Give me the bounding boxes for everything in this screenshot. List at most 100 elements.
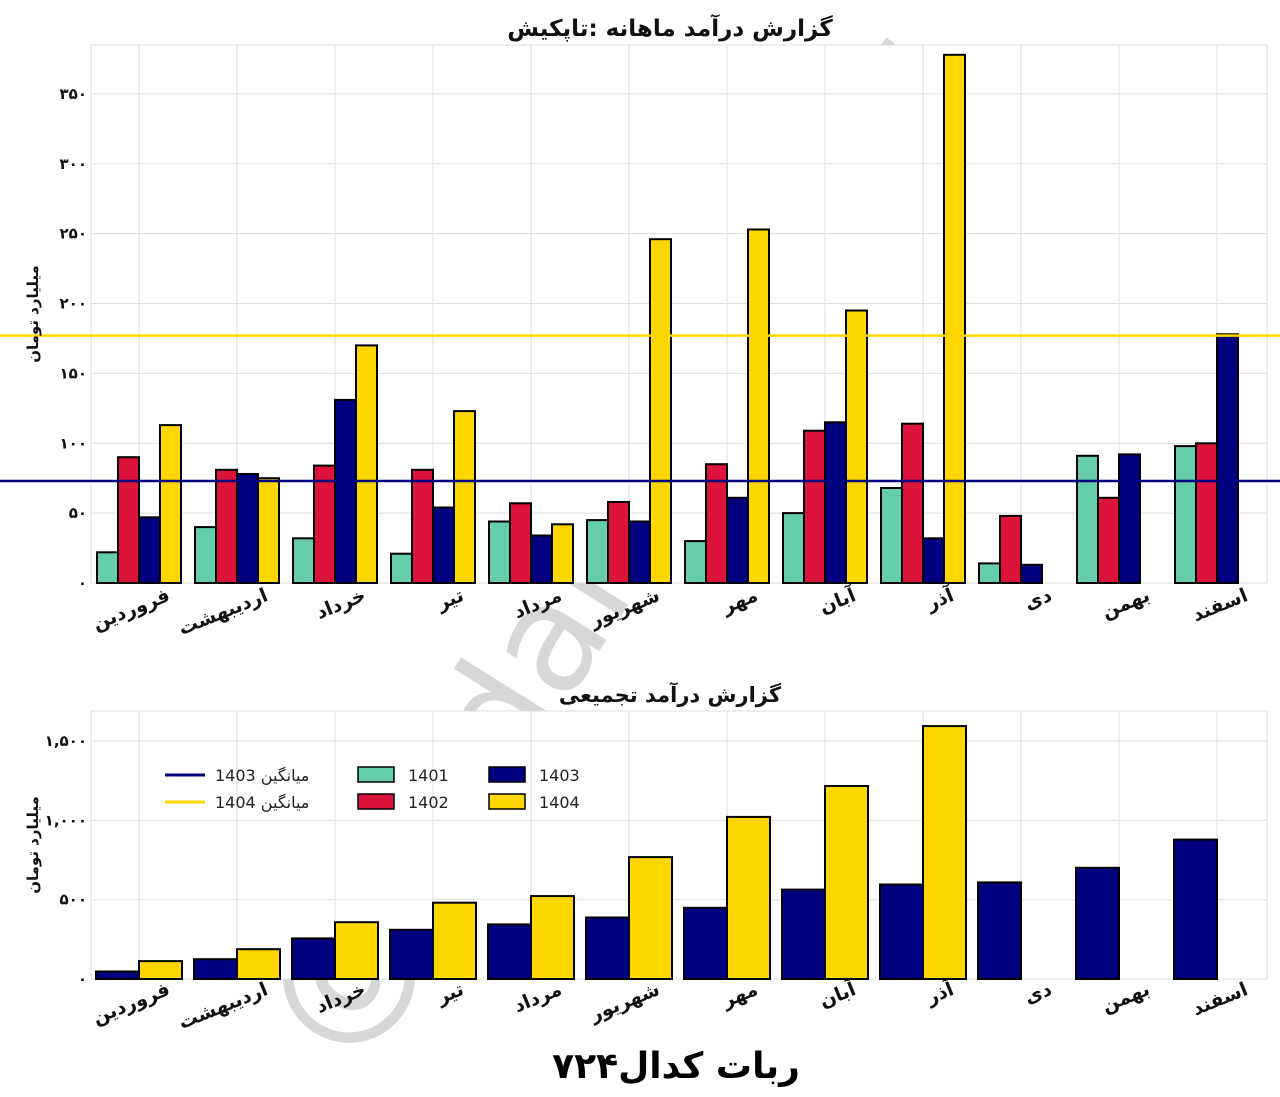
bar-1402-6 bbox=[607, 501, 630, 584]
plot-area bbox=[90, 44, 1268, 584]
x-tick-label: آبان bbox=[816, 976, 860, 1012]
bar-1403-1 bbox=[138, 516, 161, 584]
plot-area bbox=[90, 710, 1268, 980]
bar-1403-8 bbox=[824, 421, 847, 584]
bar-1401-3 bbox=[292, 537, 315, 584]
legend-item-avg1403: میانگین 1403 bbox=[165, 766, 309, 786]
bar-1403-6 bbox=[628, 520, 651, 584]
y-tick-label: ۱۰۰ bbox=[60, 434, 87, 452]
y-tick-label: ۲۵۰ bbox=[60, 225, 87, 243]
legend-swatch-box bbox=[488, 766, 526, 783]
bar-1403-7 bbox=[726, 496, 749, 584]
x-tick-label: آذر bbox=[922, 976, 958, 1009]
bar-1401-4 bbox=[390, 552, 413, 585]
bar-1403-12 bbox=[1173, 838, 1218, 980]
bar-1402-9 bbox=[901, 422, 924, 585]
bar-1401-5 bbox=[488, 520, 511, 584]
x-tick-label: دی bbox=[1021, 584, 1055, 615]
bar-1404-1 bbox=[138, 960, 183, 980]
bar-1401-10 bbox=[978, 562, 1001, 585]
y-tick-label: ۰ bbox=[78, 970, 87, 988]
bar-1403-11 bbox=[1118, 453, 1141, 584]
x-tick-label: بهمن bbox=[1099, 584, 1153, 623]
bar-1403-10 bbox=[977, 881, 1022, 981]
bar-1404-5 bbox=[530, 895, 575, 980]
y-tick-label: ۱,۵۰۰ bbox=[45, 732, 87, 750]
bar-1403-3 bbox=[291, 937, 336, 981]
y-axis-label: میلیارد تومان bbox=[24, 796, 42, 894]
legend-label: میانگین 1403 bbox=[215, 766, 309, 786]
legend-swatch-box bbox=[357, 766, 395, 783]
legend-label: میانگین 1404 bbox=[215, 793, 309, 813]
y-tick-label: ۰ bbox=[78, 574, 87, 592]
y-tick-label: ۱۵۰ bbox=[60, 364, 87, 382]
bar-1403-2 bbox=[236, 473, 259, 584]
x-tick-label: مهر bbox=[718, 978, 761, 1012]
bar-1404-2 bbox=[236, 948, 281, 981]
legend: میانگین 1403 میانگین 1404 1401 1402 1403 1404 bbox=[165, 766, 580, 813]
bar-1404-8 bbox=[845, 309, 868, 584]
bar-1404-4 bbox=[432, 901, 477, 981]
chart-title: گزارش درآمد ماهانه :تاپکیش bbox=[507, 13, 833, 42]
bar-1404-4 bbox=[453, 410, 476, 584]
x-tick-label: اردیبهشت bbox=[175, 584, 270, 640]
x-tick-label: تیر bbox=[433, 978, 467, 1009]
x-tick-label: اسفند bbox=[1189, 978, 1251, 1020]
x-tick-label: بهمن bbox=[1099, 978, 1153, 1017]
bar-1403-4 bbox=[432, 506, 455, 584]
x-tick-label: آذر bbox=[922, 582, 958, 615]
bar-1403-9 bbox=[879, 883, 924, 980]
bar-1404-9 bbox=[943, 53, 966, 585]
x-tick-label: فروردین bbox=[90, 584, 173, 635]
bar-1403-2 bbox=[193, 958, 238, 981]
bar-1402-12 bbox=[1195, 442, 1218, 584]
bar-1404-7 bbox=[726, 815, 771, 981]
bar-1401-1 bbox=[96, 551, 119, 584]
bar-1404-1 bbox=[159, 424, 182, 584]
bar-1404-5 bbox=[551, 523, 574, 584]
legend-label: 1401 bbox=[408, 766, 449, 785]
bar-1402-1 bbox=[117, 456, 140, 585]
bar-1402-3 bbox=[313, 464, 336, 585]
legend-label: 1404 bbox=[539, 793, 580, 812]
y-tick-label: ۵۰۰ bbox=[60, 891, 87, 909]
bar-1403-12 bbox=[1216, 333, 1239, 584]
bar-1403-6 bbox=[585, 916, 630, 980]
bar-1404-2 bbox=[257, 477, 280, 585]
legend-item-1403: 1403 bbox=[488, 766, 580, 785]
bar-1403-1 bbox=[95, 970, 140, 980]
legend-item-1401: 1401 bbox=[357, 766, 449, 785]
x-tick-label: مهر bbox=[718, 584, 761, 618]
bar-1404-7 bbox=[747, 228, 770, 584]
y-tick-label: ۳۵۰ bbox=[60, 85, 87, 103]
legend-swatch-box bbox=[357, 793, 395, 810]
x-tick-label: شهریور bbox=[586, 978, 663, 1026]
bar-1402-10 bbox=[999, 514, 1022, 585]
x-tick-label: دی bbox=[1021, 978, 1055, 1009]
bar-1403-5 bbox=[530, 534, 553, 584]
legend-item-avg1404: میانگین 1404 bbox=[165, 793, 309, 813]
bar-1404-8 bbox=[824, 785, 869, 980]
bar-1401-9 bbox=[880, 487, 903, 584]
x-tick-label: مرداد bbox=[511, 978, 565, 1017]
legend-swatch-box bbox=[488, 793, 526, 810]
bar-1401-8 bbox=[782, 512, 805, 584]
bar-1404-3 bbox=[355, 344, 378, 584]
bar-1401-2 bbox=[194, 526, 217, 584]
legend-item-1404: 1404 bbox=[488, 793, 580, 812]
bar-1401-7 bbox=[684, 540, 707, 584]
bar-1402-2 bbox=[215, 468, 238, 584]
bar-1402-11 bbox=[1097, 496, 1120, 584]
x-tick-label: خرداد bbox=[313, 584, 369, 624]
legend-item-1402: 1402 bbox=[357, 793, 449, 812]
y-tick-label: ۱,۰۰۰ bbox=[45, 811, 87, 829]
bar-1403-3 bbox=[334, 398, 357, 584]
bar-1401-12 bbox=[1174, 445, 1197, 584]
bar-1403-9 bbox=[922, 537, 945, 584]
y-tick-label: ۳۰۰ bbox=[60, 155, 87, 173]
x-tick-label: اسفند bbox=[1189, 584, 1251, 626]
bar-1403-10 bbox=[1020, 563, 1043, 584]
bar-1402-4 bbox=[411, 468, 434, 584]
